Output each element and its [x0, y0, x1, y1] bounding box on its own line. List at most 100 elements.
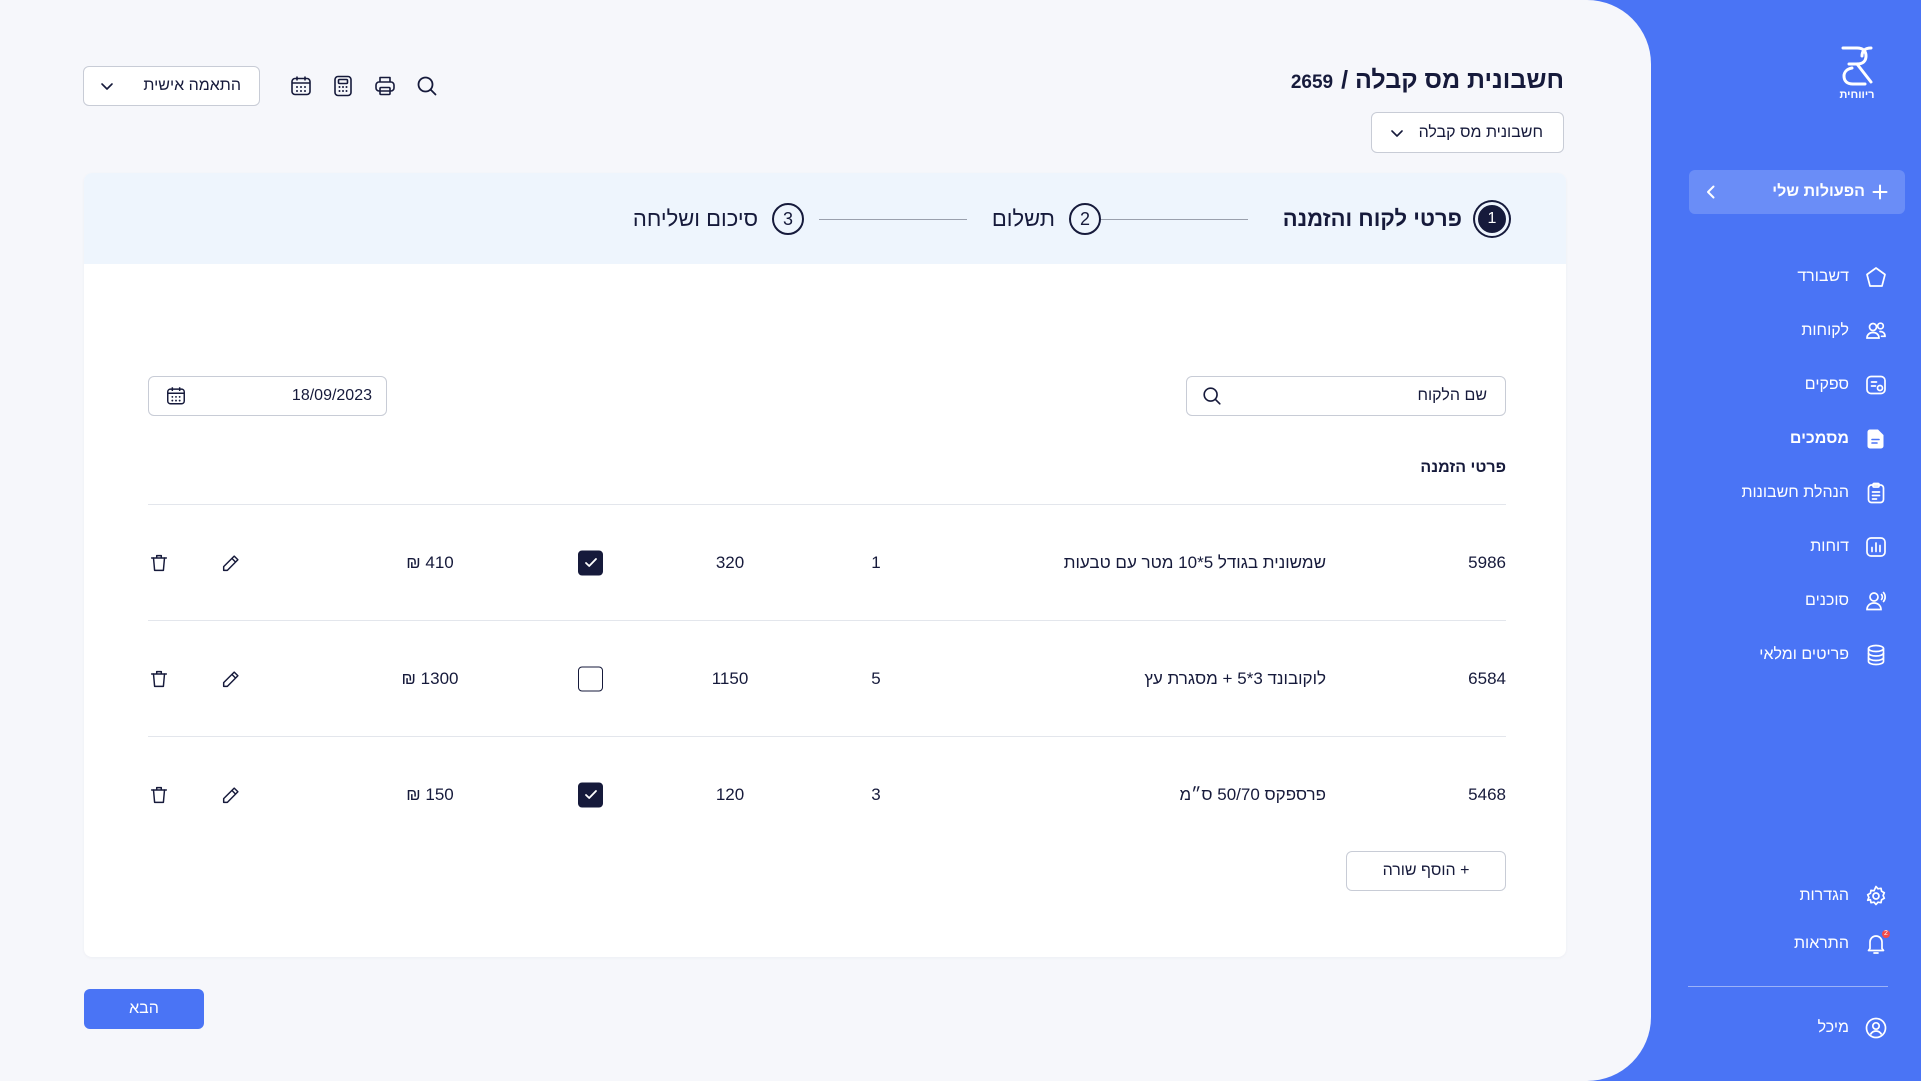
custom-view-value: התאמה אישית [143, 77, 241, 94]
notifications-badge: 2 [1882, 930, 1890, 938]
row-checkbox[interactable] [578, 550, 603, 575]
step-number: 3 [772, 203, 804, 235]
step-label: פרטי לקוח והזמנה [1282, 206, 1462, 231]
document-icon [1863, 426, 1889, 452]
trash-icon[interactable] [148, 784, 170, 806]
pencil-icon[interactable] [220, 784, 242, 806]
sidebar: ריווחית הפעולות שלי דשבורד לקוחות [1651, 0, 1921, 1081]
sidebar-item-accounting[interactable]: הנהלת חשבונות [1741, 466, 1889, 520]
sidebar-item-suppliers[interactable]: ספקים [1741, 358, 1889, 412]
order-rows: 5986 שמשונית בגודל 5*10 מטר עם טבעות 1 3… [148, 504, 1506, 852]
sidebar-item-customers[interactable]: לקוחות [1741, 304, 1889, 358]
document-type-value: חשבונית מס קבלה [1418, 123, 1543, 141]
sidebar-item-documents[interactable]: מסמכים [1741, 412, 1889, 466]
sidebar-item-label: דוחות [1810, 538, 1849, 555]
sidebar-item-settings[interactable]: הגדרות [1794, 872, 1889, 920]
gear-icon [1863, 883, 1889, 909]
row-price: 120 [715, 784, 745, 804]
search-icon [1201, 385, 1223, 407]
toolbar [288, 73, 440, 99]
sidebar-bottom-nav: הגדרות 2 התראות [1794, 872, 1890, 968]
sidebar-item-label: סוכנים [1805, 592, 1849, 609]
stepper: 1 פרטי לקוח והזמנה 2 תשלום 3 סיכום ושליח… [84, 173, 1566, 264]
step-number: 1 [1478, 205, 1506, 233]
pencil-icon[interactable] [220, 552, 242, 574]
page-title: חשבונית מס קבלה / 2659 [1291, 66, 1564, 95]
step-summary-send[interactable]: 3 סיכום ושליחה [633, 203, 804, 235]
sidebar-divider [1688, 986, 1888, 987]
row-sku: 6584 [1468, 668, 1506, 688]
step-payment[interactable]: 2 תשלום [992, 203, 1101, 235]
clipboard-icon [1863, 480, 1889, 506]
print-icon[interactable] [372, 73, 398, 99]
calendar-icon[interactable] [165, 385, 187, 407]
logo-icon [1841, 46, 1873, 86]
table-row: 6584 לוקובונד 3*5 + מסגרת עץ 5 1150 1300… [148, 620, 1506, 736]
sidebar-item-label: לקוחות [1801, 322, 1849, 339]
customer-name-placeholder: שם הלקוח [1417, 387, 1487, 404]
user-name: מיכל [1817, 1019, 1849, 1036]
step-connector [1100, 219, 1248, 220]
step-label: תשלום [991, 206, 1055, 231]
date-value: 18/09/2023 [291, 387, 372, 404]
row-price: 320 [715, 552, 745, 572]
row-quantity: 5 [871, 668, 881, 688]
sidebar-item-label: התראות [1794, 935, 1849, 952]
chart-icon [1863, 534, 1889, 560]
row-quantity: 3 [871, 784, 881, 804]
chevron-down-icon [1390, 126, 1404, 140]
database-icon [1863, 642, 1889, 668]
sidebar-item-label: פריטים ומלאי [1759, 646, 1849, 663]
sidebar-item-label: מסמכים [1789, 430, 1849, 447]
user-item[interactable]: מיכל [1818, 1001, 1889, 1055]
sidebar-item-agents[interactable]: סוכנים [1741, 574, 1889, 628]
row-checkbox[interactable] [578, 666, 603, 691]
main-panel: חשבונית מס קבלה / 2659 חשבונית מס קבלה ה… [0, 0, 1651, 1081]
step-connector [819, 219, 967, 220]
row-description: שמשונית בגודל 5*10 מטר עם טבעות [1063, 552, 1326, 572]
step-customer-order[interactable]: 1 פרטי לקוח והזמנה [1283, 203, 1508, 235]
sidebar-item-dashboard[interactable]: דשבורד [1741, 250, 1889, 304]
calculator-icon[interactable] [330, 73, 356, 99]
row-sku: 5468 [1468, 784, 1506, 804]
chevron-down-icon [100, 79, 114, 93]
row-sku: 5986 [1468, 552, 1506, 572]
next-button[interactable]: הבא [84, 989, 204, 1029]
pencil-icon[interactable] [220, 668, 242, 690]
customer-name-field[interactable]: שם הלקוח [1186, 376, 1506, 416]
row-price: 1150 [711, 668, 749, 688]
sidebar-item-reports[interactable]: דוחות [1741, 520, 1889, 574]
trash-icon[interactable] [148, 668, 170, 690]
document-type-select[interactable]: חשבונית מס קבלה [1371, 112, 1564, 153]
sidebar-item-label: דשבורד [1797, 268, 1849, 285]
sidebar-nav: דשבורד לקוחות ספקים מסמכים הנהלת חשבונות [1741, 250, 1889, 682]
row-total: 150 ₪ [406, 784, 454, 804]
bell-icon: 2 [1863, 930, 1890, 957]
order-card: 1 פרטי לקוח והזמנה 2 תשלום 3 סיכום ושליח… [84, 173, 1566, 957]
add-row-button[interactable]: + הוסף שורה [1346, 851, 1506, 891]
my-actions-button[interactable]: הפעולות שלי [1689, 170, 1905, 214]
sidebar-item-notifications[interactable]: 2 התראות [1794, 920, 1890, 968]
calendar-icon[interactable] [288, 73, 314, 99]
page-title-text: חשבונית מס קבלה / [1341, 66, 1564, 94]
document-number: 2659 [1290, 72, 1334, 93]
row-total: 1300 ₪ [401, 668, 459, 688]
date-field[interactable]: 18/09/2023 [148, 376, 387, 416]
search-icon[interactable] [414, 73, 440, 99]
plus-icon [1871, 183, 1889, 201]
row-total: 410 ₪ [406, 552, 454, 572]
table-row: 5468 פרספקס 50/70 ס״מ 3 120 150 ₪ [148, 736, 1506, 852]
user-profile[interactable]: מיכל [1818, 1001, 1889, 1055]
row-description: לוקובונד 3*5 + מסגרת עץ [1144, 668, 1326, 688]
custom-view-select[interactable]: התאמה אישית [83, 66, 260, 106]
trash-icon[interactable] [148, 552, 170, 574]
avatar-icon [1863, 1015, 1889, 1041]
logo[interactable]: ריווחית [1835, 44, 1879, 101]
row-checkbox[interactable] [578, 782, 603, 807]
home-icon [1863, 264, 1889, 290]
table-row: 5986 שמשונית בגודל 5*10 מטר עם טבעות 1 3… [148, 504, 1506, 620]
row-description: פרספקס 50/70 ס״מ [1179, 784, 1326, 804]
sidebar-item-inventory[interactable]: פריטים ומלאי [1741, 628, 1889, 682]
agent-icon [1863, 588, 1889, 614]
sidebar-item-label: הנהלת חשבונות [1741, 484, 1849, 501]
